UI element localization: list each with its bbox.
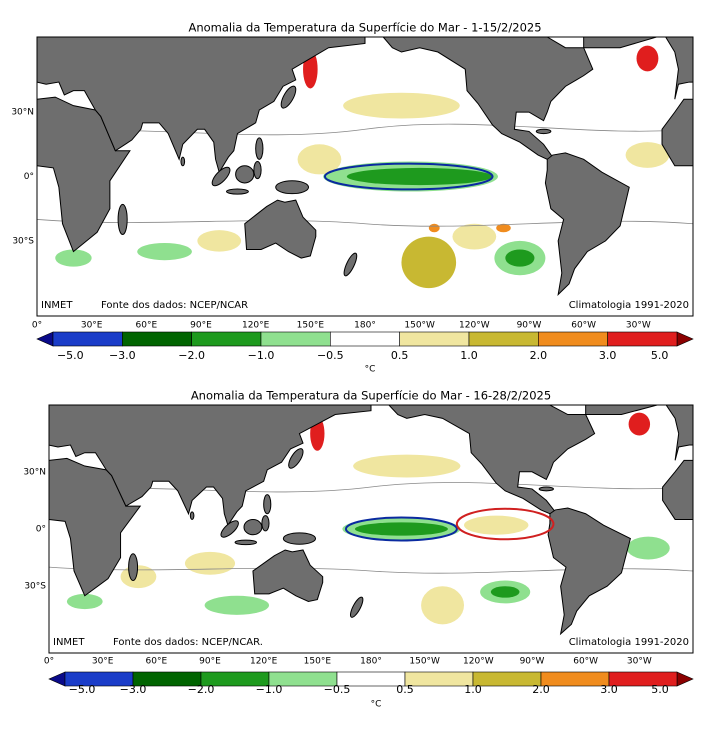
colorbar-segment [472, 671, 542, 687]
lon-label: 120°E [250, 657, 278, 667]
colorbar-label: 1.0 [464, 683, 482, 696]
credit: Fonte dos dados: NCEP/NCAR [101, 300, 248, 311]
credit: Fonte dos dados: NCEP/NCAR. [113, 637, 263, 648]
colorbar-segment [191, 331, 262, 347]
lat-label: 30°S [24, 582, 46, 592]
colorbar-label: −3.0 [109, 349, 136, 362]
colorbar-extend [48, 671, 66, 687]
colorbar-label: −3.0 [120, 683, 147, 696]
colorbar-segment [122, 331, 192, 347]
colorbar-label: −1.0 [248, 349, 275, 362]
colorbar-extend [36, 331, 54, 347]
colorbar-label: −2.0 [178, 349, 205, 362]
lat-label: 30°N [11, 108, 34, 118]
map-title: Anomalia da Temperatura da Superfície do… [188, 21, 541, 35]
colorbar-label: −0.5 [317, 349, 344, 362]
lon-label: 60°E [146, 657, 168, 667]
lon-label: 150°W [409, 657, 440, 667]
credit: Climatologia 1991-2020 [569, 637, 689, 648]
lon-label: 90°W [517, 321, 542, 331]
colorbar-segment [608, 671, 678, 687]
lon-label: 180° [360, 657, 382, 667]
colorbar-label: 2.0 [530, 349, 548, 362]
colorbar-label: 0.5 [391, 349, 409, 362]
colorbar-label: 3.0 [600, 683, 618, 696]
map-frame [48, 404, 694, 654]
lat-label: 0° [36, 525, 46, 535]
lon-label: 150°E [304, 657, 332, 667]
lon-label: 120°E [242, 321, 270, 331]
colorbar-unit: °C [365, 365, 376, 375]
lat-label: 30°S [12, 236, 34, 246]
lon-label: 120°W [463, 657, 494, 667]
lon-label: 150°W [404, 321, 435, 331]
colorbar-label: −0.5 [324, 683, 351, 696]
colorbar-segment [52, 331, 123, 347]
colorbar-label: 3.0 [599, 349, 617, 362]
colorbar-segment [260, 331, 331, 347]
lon-label: 150°E [297, 321, 325, 331]
lon-label: 90°E [190, 321, 212, 331]
sst-map [37, 37, 693, 316]
colorbar-segment [540, 671, 610, 687]
lon-label: 30°W [626, 321, 651, 331]
lon-label: 30°E [92, 657, 114, 667]
colorbar-unit: °C [371, 700, 382, 710]
colorbar-segment [399, 331, 470, 347]
colorbar-label: −2.0 [188, 683, 215, 696]
colorbar-segment [404, 671, 474, 687]
colorbar-label: −5.0 [57, 349, 84, 362]
lon-label: 60°W [571, 321, 596, 331]
colorbar-extend [676, 331, 694, 347]
lon-label: 180° [354, 321, 376, 331]
lat-label: 0° [24, 172, 34, 182]
colorbar-extend [676, 671, 694, 687]
colorbar-label: −5.0 [69, 683, 96, 696]
colorbar-label: 2.0 [532, 683, 550, 696]
map-title: Anomalia da Temperatura da Superfície do… [191, 389, 551, 403]
lon-label: 30°E [81, 321, 103, 331]
lat-label: 30°N [23, 467, 46, 477]
map-frame [36, 36, 694, 317]
lon-label: 120°W [459, 321, 490, 331]
sst-map [49, 405, 693, 653]
lon-label: 0° [44, 657, 54, 667]
credit: INMET [53, 637, 85, 648]
colorbar-label: −1.0 [256, 683, 283, 696]
colorbar-segment [607, 331, 678, 347]
colorbar-label: 5.0 [651, 683, 669, 696]
credit: Climatologia 1991-2020 [569, 300, 689, 311]
lon-label: 60°E [136, 321, 158, 331]
colorbar-segment [468, 331, 539, 347]
lon-label: 90°W [520, 657, 545, 667]
lon-label: 0° [32, 321, 42, 331]
lon-label: 30°W [627, 657, 652, 667]
colorbar-segment [538, 331, 608, 347]
lon-label: 60°W [573, 657, 598, 667]
credit: INMET [41, 300, 73, 311]
colorbar-label: 1.0 [460, 349, 478, 362]
colorbar-label: 0.5 [396, 683, 414, 696]
colorbar-label: 5.0 [651, 349, 669, 362]
colorbar-segment [330, 331, 400, 347]
lon-label: 90°E [199, 657, 221, 667]
